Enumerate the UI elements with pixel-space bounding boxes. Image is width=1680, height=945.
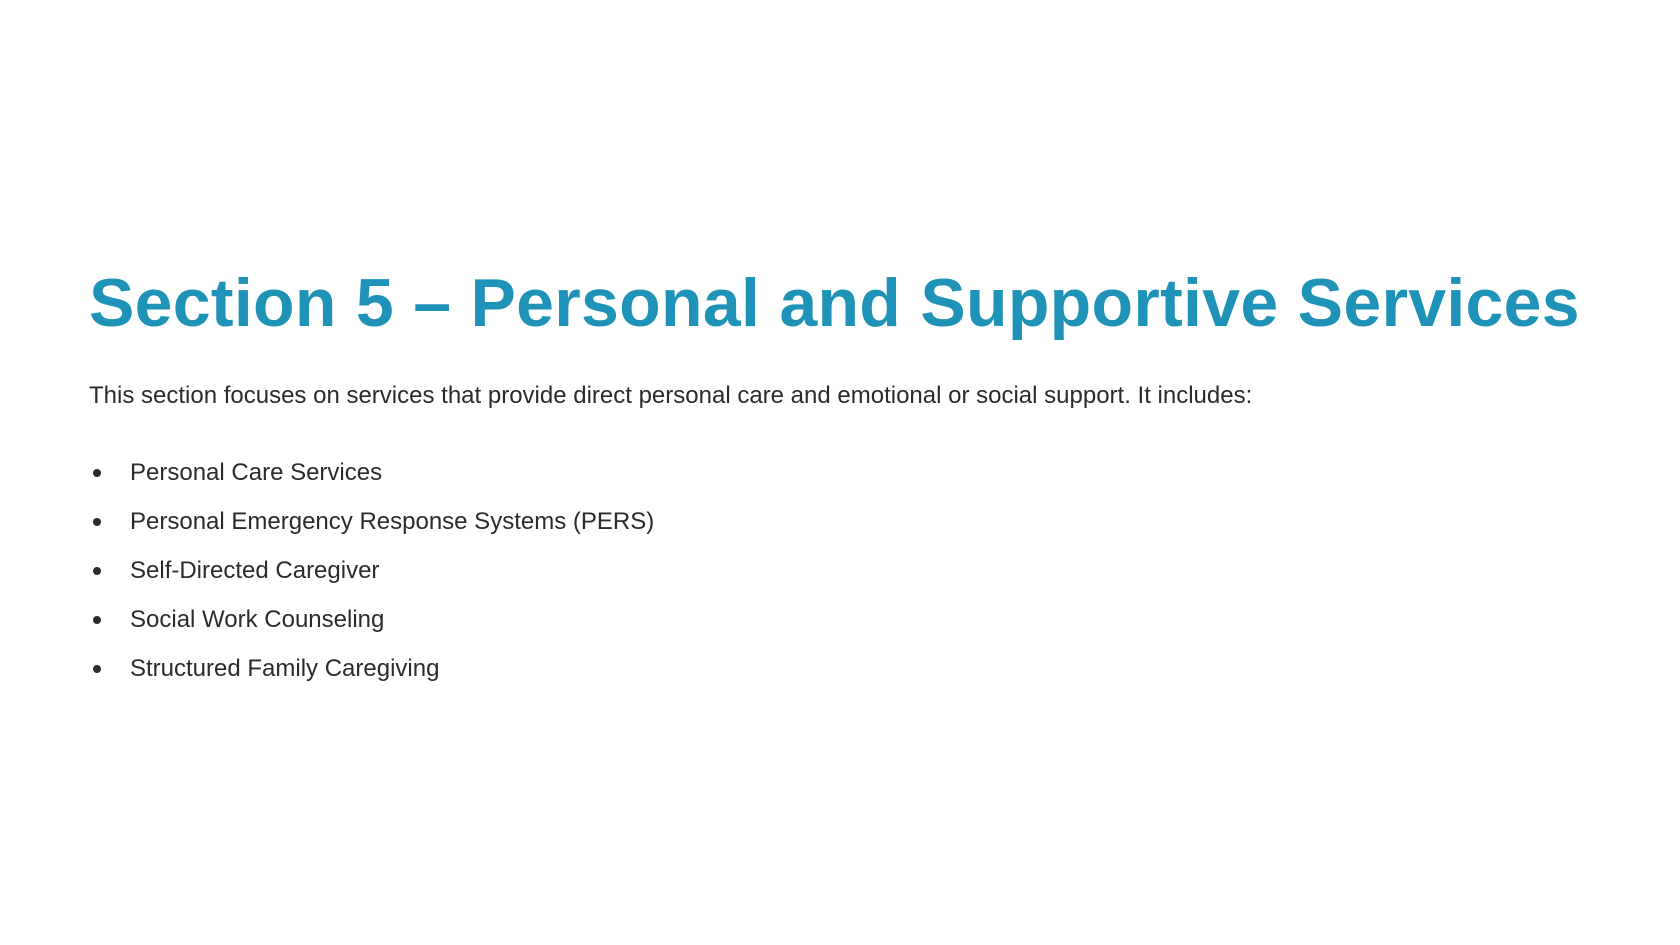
list-item: Self-Directed Caregiver xyxy=(89,546,1589,595)
list-item: Structured Family Caregiving xyxy=(89,644,1589,693)
list-item-label: Structured Family Caregiving xyxy=(130,654,440,682)
page-title: Section 5 – Personal and Supportive Serv… xyxy=(89,265,1580,341)
bullet-icon xyxy=(93,615,101,624)
slide-content: Section 5 – Personal and Supportive Serv… xyxy=(89,262,1589,693)
bullet-icon xyxy=(93,468,101,477)
bullet-icon xyxy=(93,566,101,575)
list-item-label: Personal Care Services xyxy=(130,458,383,486)
list-item: Personal Care Services xyxy=(89,448,1589,497)
list-item: Personal Emergency Response Systems (PER… xyxy=(89,497,1589,546)
list-item-label: Personal Emergency Response Systems (PER… xyxy=(130,507,655,535)
bullet-icon xyxy=(93,517,101,526)
bullet-icon xyxy=(93,664,101,673)
intro-paragraph: This section focuses on services that pr… xyxy=(89,382,1253,409)
list-item: Social Work Counseling xyxy=(89,595,1589,644)
list-item-label: Self-Directed Caregiver xyxy=(130,556,380,584)
list-item-label: Social Work Counseling xyxy=(130,605,385,633)
services-list: Personal Care Services Personal Emergenc… xyxy=(89,448,1589,693)
